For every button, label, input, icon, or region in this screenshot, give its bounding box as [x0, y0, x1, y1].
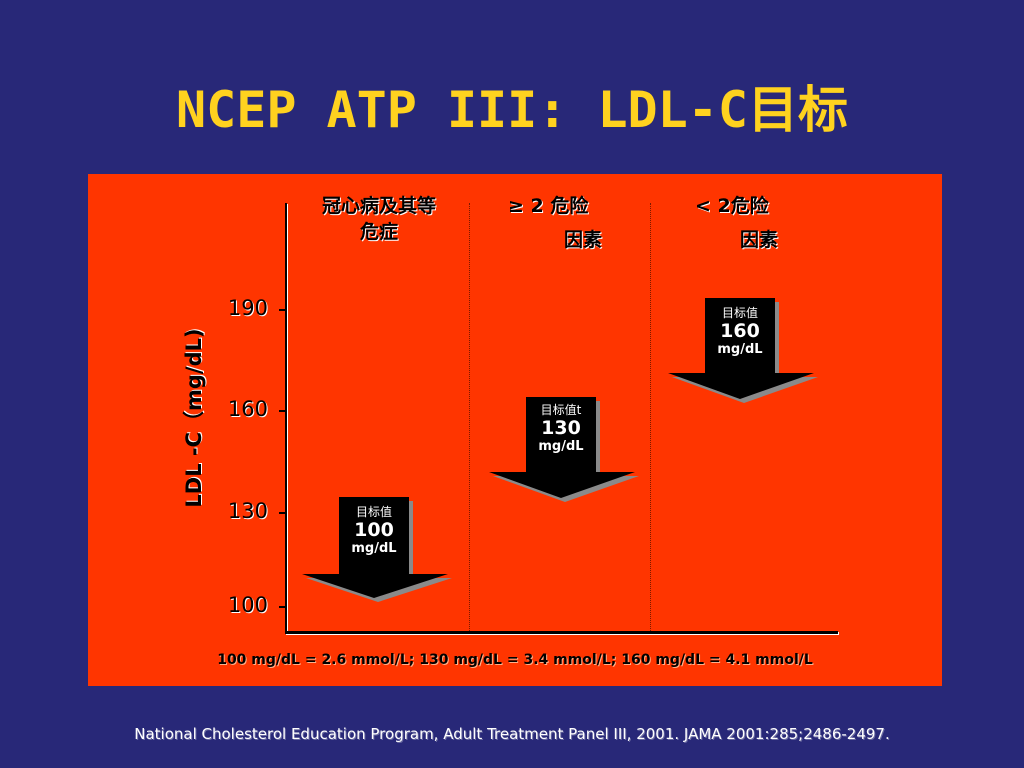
column-divider-2	[650, 203, 651, 631]
target-value-2: 130	[541, 417, 581, 439]
column-divider-1	[469, 203, 470, 631]
group-header-2-line2: 因素	[564, 229, 603, 251]
target-arrow-130	[489, 397, 639, 502]
y-axis-line	[285, 203, 287, 633]
target-label-2: 目标值t	[540, 403, 582, 417]
target-arrow-160	[668, 298, 818, 403]
target-unit-3: mg/dL	[717, 342, 763, 357]
y-tick-mark-100	[279, 606, 287, 608]
x-axis-line	[285, 631, 838, 634]
y-tick-190: 190	[227, 296, 268, 320]
group-header-1-line2: 危症	[359, 221, 398, 243]
y-tick-130: 130	[227, 499, 268, 523]
y-axis-label: LDL -C（mg/dL)	[182, 328, 206, 508]
y-tick-mark-190	[279, 309, 287, 311]
chart-panel	[88, 174, 942, 686]
target-value-3: 160	[720, 320, 760, 342]
conversion-note: 100 mg/dL = 2.6 mmol/L; 130 mg/dL = 3.4 …	[217, 652, 813, 668]
group-header-3-line1: < 2危险	[695, 195, 769, 217]
group-header-1-line1: 冠心病及其等	[321, 195, 436, 217]
group-header-1: 冠心病及其等 危症	[308, 193, 450, 245]
y-tick-100: 100	[227, 593, 268, 617]
group-header-2: ≥ 2 危险 因素	[508, 193, 628, 253]
y-tick-mark-160	[279, 410, 287, 412]
target-arrow-130-text: 目标值t 130 mg/dL	[525, 403, 597, 455]
target-arrow-160-text: 目标值 160 mg/dL	[704, 306, 776, 358]
target-arrow-100	[302, 497, 452, 602]
target-unit-2: mg/dL	[538, 439, 584, 454]
target-value-1: 100	[354, 519, 394, 541]
target-label-3: 目标值	[721, 306, 758, 320]
target-arrow-100-text: 目标值 100 mg/dL	[338, 505, 410, 557]
group-header-3: < 2危险 因素	[695, 193, 815, 253]
y-tick-mark-130	[279, 512, 287, 514]
slide-title: NCEP ATP III: LDL-C目标	[176, 81, 848, 139]
source-citation: National Cholesterol Education Program, …	[134, 725, 890, 743]
y-tick-160: 160	[227, 397, 268, 421]
group-header-3-line2: 因素	[740, 229, 779, 251]
target-unit-1: mg/dL	[351, 541, 397, 556]
target-label-1: 目标值	[355, 505, 392, 519]
group-header-2-line1: ≥ 2 危险	[508, 195, 589, 217]
